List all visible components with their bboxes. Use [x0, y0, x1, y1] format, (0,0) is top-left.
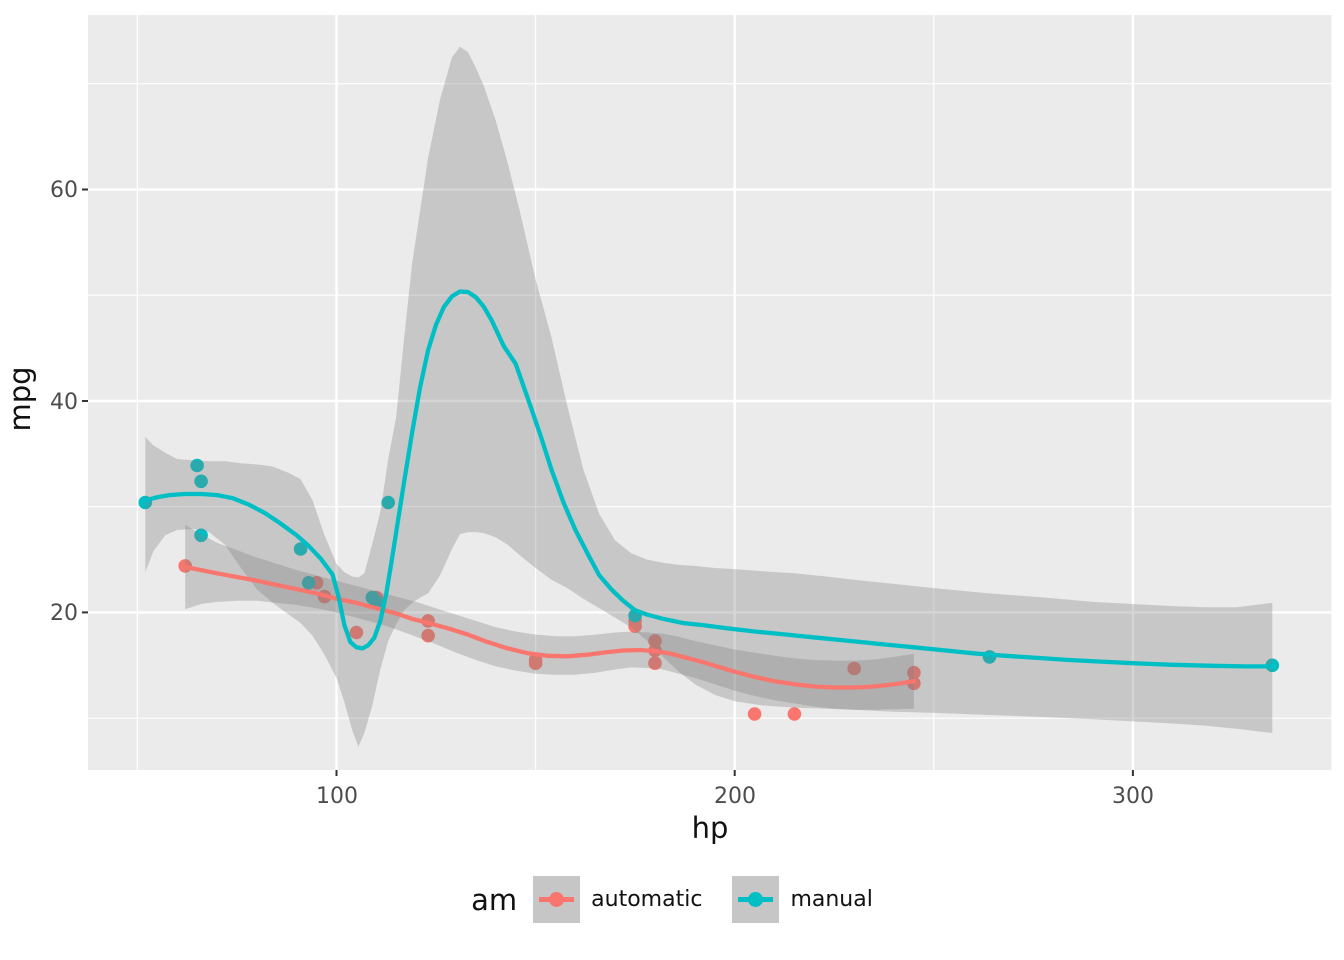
smooth-line-manual — [143, 289, 1275, 669]
data-point-manual — [365, 590, 380, 605]
x-tick-label-300: 300 — [1112, 784, 1154, 809]
x-tick-label-100: 100 — [316, 784, 358, 809]
legend-label-automatic: automatic — [591, 887, 703, 912]
automatic-point-swatch — [549, 892, 565, 907]
data-point-automatic — [787, 707, 802, 721]
data-point-manual — [293, 542, 308, 556]
data-point-automatic — [421, 628, 435, 643]
plot-panel — [82, 15, 1333, 776]
legend-title: am — [471, 882, 518, 917]
x-tick-label-200: 200 — [714, 784, 756, 809]
data-point-manual — [190, 458, 204, 473]
data-point-automatic — [907, 665, 921, 680]
data-point-automatic — [349, 625, 364, 640]
confidence-ribbon-manual — [145, 46, 1273, 747]
legend-label-manual: manual — [790, 887, 873, 912]
legend-key-automatic — [533, 876, 581, 923]
y-tick-label-20: 20 — [50, 601, 78, 626]
panel-background — [88, 15, 1332, 770]
data-point-automatic — [747, 707, 762, 721]
legend-key-manual — [732, 876, 780, 923]
y-tick-label-60: 60 — [50, 178, 78, 203]
x-axis-title: hp — [692, 811, 729, 845]
data-point-manual — [194, 474, 208, 489]
legend: am automatic manual — [0, 876, 1344, 923]
y-axis-title: mpg — [3, 366, 37, 431]
y-tick-label-40: 40 — [50, 390, 78, 415]
data-point-automatic — [847, 661, 861, 676]
confidence-ribbon-automatic — [185, 524, 914, 710]
data-point-manual — [381, 495, 396, 510]
data-point-manual — [301, 576, 316, 590]
manual-point-swatch — [748, 892, 764, 907]
data-point-manual — [194, 528, 208, 543]
smooth-line-automatic — [183, 564, 917, 690]
data-point-automatic — [648, 656, 662, 670]
data-point-automatic — [648, 634, 662, 648]
data-point-automatic — [528, 656, 543, 670]
